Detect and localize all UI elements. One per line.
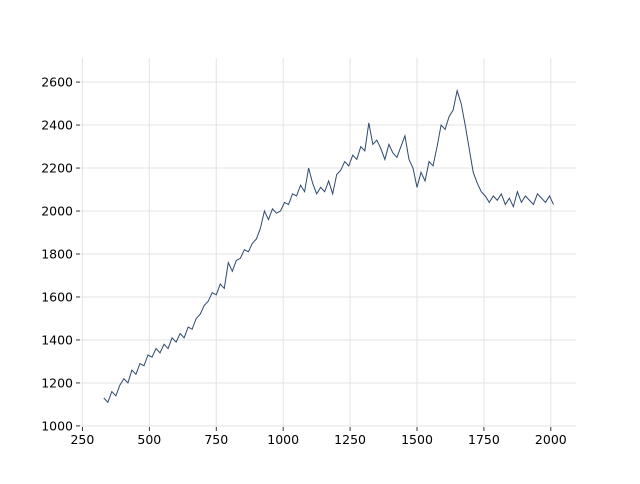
x-tick-label: 1500 xyxy=(401,432,433,447)
x-tick-label: 500 xyxy=(137,432,161,447)
y-tick-label: 1400 xyxy=(41,332,73,347)
y-tick-label: 2000 xyxy=(41,204,73,219)
x-tick-label: 2000 xyxy=(535,432,567,447)
y-tick-label: 2200 xyxy=(41,161,73,176)
y-tick-label: 1600 xyxy=(41,289,73,304)
data-line xyxy=(103,88,554,404)
y-tick-label: 1800 xyxy=(41,246,73,261)
y-tick-label: 1000 xyxy=(41,418,73,433)
y-tick-label: 2600 xyxy=(41,75,73,90)
x-tick-label: 1750 xyxy=(468,432,500,447)
x-tick-label: 250 xyxy=(70,432,94,447)
x-tick-label: 750 xyxy=(204,432,228,447)
x-tick-label: 1250 xyxy=(334,432,366,447)
y-tick-label: 2400 xyxy=(41,118,73,133)
x-tick-label: 1000 xyxy=(267,432,299,447)
y-tick-label: 1200 xyxy=(41,375,73,390)
